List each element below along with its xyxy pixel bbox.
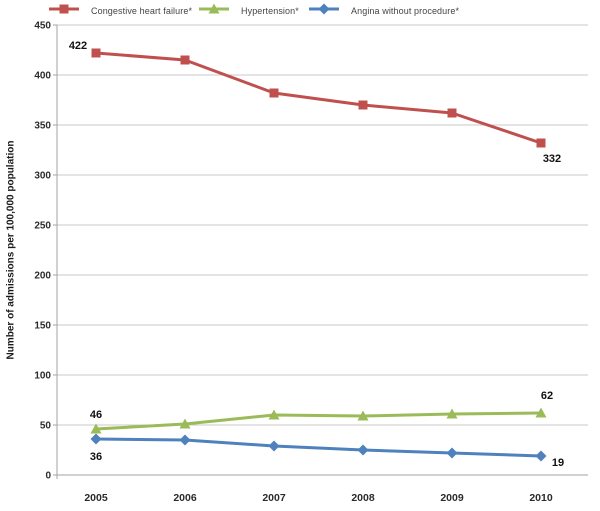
y-tick-label: 100 — [34, 371, 51, 382]
y-tick-label: 400 — [34, 71, 51, 82]
y-tick-label: 300 — [34, 171, 51, 182]
series-marker-square — [358, 100, 368, 110]
legend-label: Angina without procedure* — [351, 6, 460, 16]
x-tick-label: 2005 — [84, 492, 108, 504]
y-tick-label: 250 — [34, 221, 51, 232]
legend-square-marker-icon — [47, 2, 81, 21]
data-label: 19 — [552, 457, 564, 469]
series-marker-diamond — [90, 433, 102, 445]
series-marker-triangle — [208, 3, 220, 13]
legend-label: Congestive heart failure* — [91, 6, 193, 16]
y-tick-label: 450 — [34, 21, 51, 32]
series-marker-square — [59, 4, 69, 13]
legend-item-congestive-heart-failure: Congestive heart failure* — [47, 3, 192, 19]
series-line — [95, 411, 542, 431]
y-tick-label: 150 — [34, 321, 51, 332]
series-marker-triangle — [268, 409, 280, 420]
series-marker-triangle — [179, 418, 191, 429]
y-tick-label: 200 — [34, 271, 51, 282]
series-line — [95, 51, 542, 145]
series-marker-triangle — [357, 410, 369, 421]
legend-diamond-marker-icon — [307, 2, 341, 21]
legend-triangle-marker-icon — [197, 2, 231, 21]
series-angina — [90, 433, 547, 462]
series-hypertension — [90, 407, 547, 434]
data-label: 36 — [90, 451, 102, 463]
series-marker-diamond — [179, 434, 191, 446]
legend-item-hypertension: Hypertension* — [197, 3, 299, 19]
series-marker-triangle — [535, 407, 547, 418]
series-marker-diamond — [446, 447, 458, 459]
series-marker-triangle — [90, 423, 102, 434]
data-label: 62 — [541, 390, 553, 402]
chart-legend: Congestive heart failure* Hypertension* … — [0, 3, 600, 21]
series-marker-square — [269, 88, 279, 98]
series-marker-square — [447, 108, 457, 118]
y-tick-label: 50 — [40, 421, 52, 432]
x-tick-label: 2007 — [262, 492, 286, 504]
series-marker-square — [180, 55, 190, 65]
data-label: 332 — [543, 153, 561, 165]
series-marker-diamond — [268, 440, 280, 452]
series-marker-square — [536, 138, 546, 148]
series-line — [95, 437, 542, 458]
x-tick-label: 2009 — [440, 492, 464, 504]
series-marker-diamond — [357, 444, 369, 456]
y-tick-label: 0 — [45, 471, 51, 482]
x-tick-label: 2006 — [173, 492, 197, 504]
series-chf — [91, 48, 546, 148]
series-marker-diamond — [318, 3, 330, 14]
series-marker-diamond — [535, 450, 547, 462]
data-label: 422 — [69, 40, 87, 52]
data-label: 46 — [90, 409, 102, 421]
legend-label: Hypertension* — [241, 6, 299, 16]
y-tick-label: 350 — [34, 121, 51, 132]
x-tick-label: 2008 — [351, 492, 375, 504]
series-marker-triangle — [446, 408, 458, 419]
x-tick-label: 2010 — [529, 492, 553, 504]
series-marker-square — [91, 48, 101, 58]
legend-item-angina: Angina without procedure* — [307, 3, 459, 19]
